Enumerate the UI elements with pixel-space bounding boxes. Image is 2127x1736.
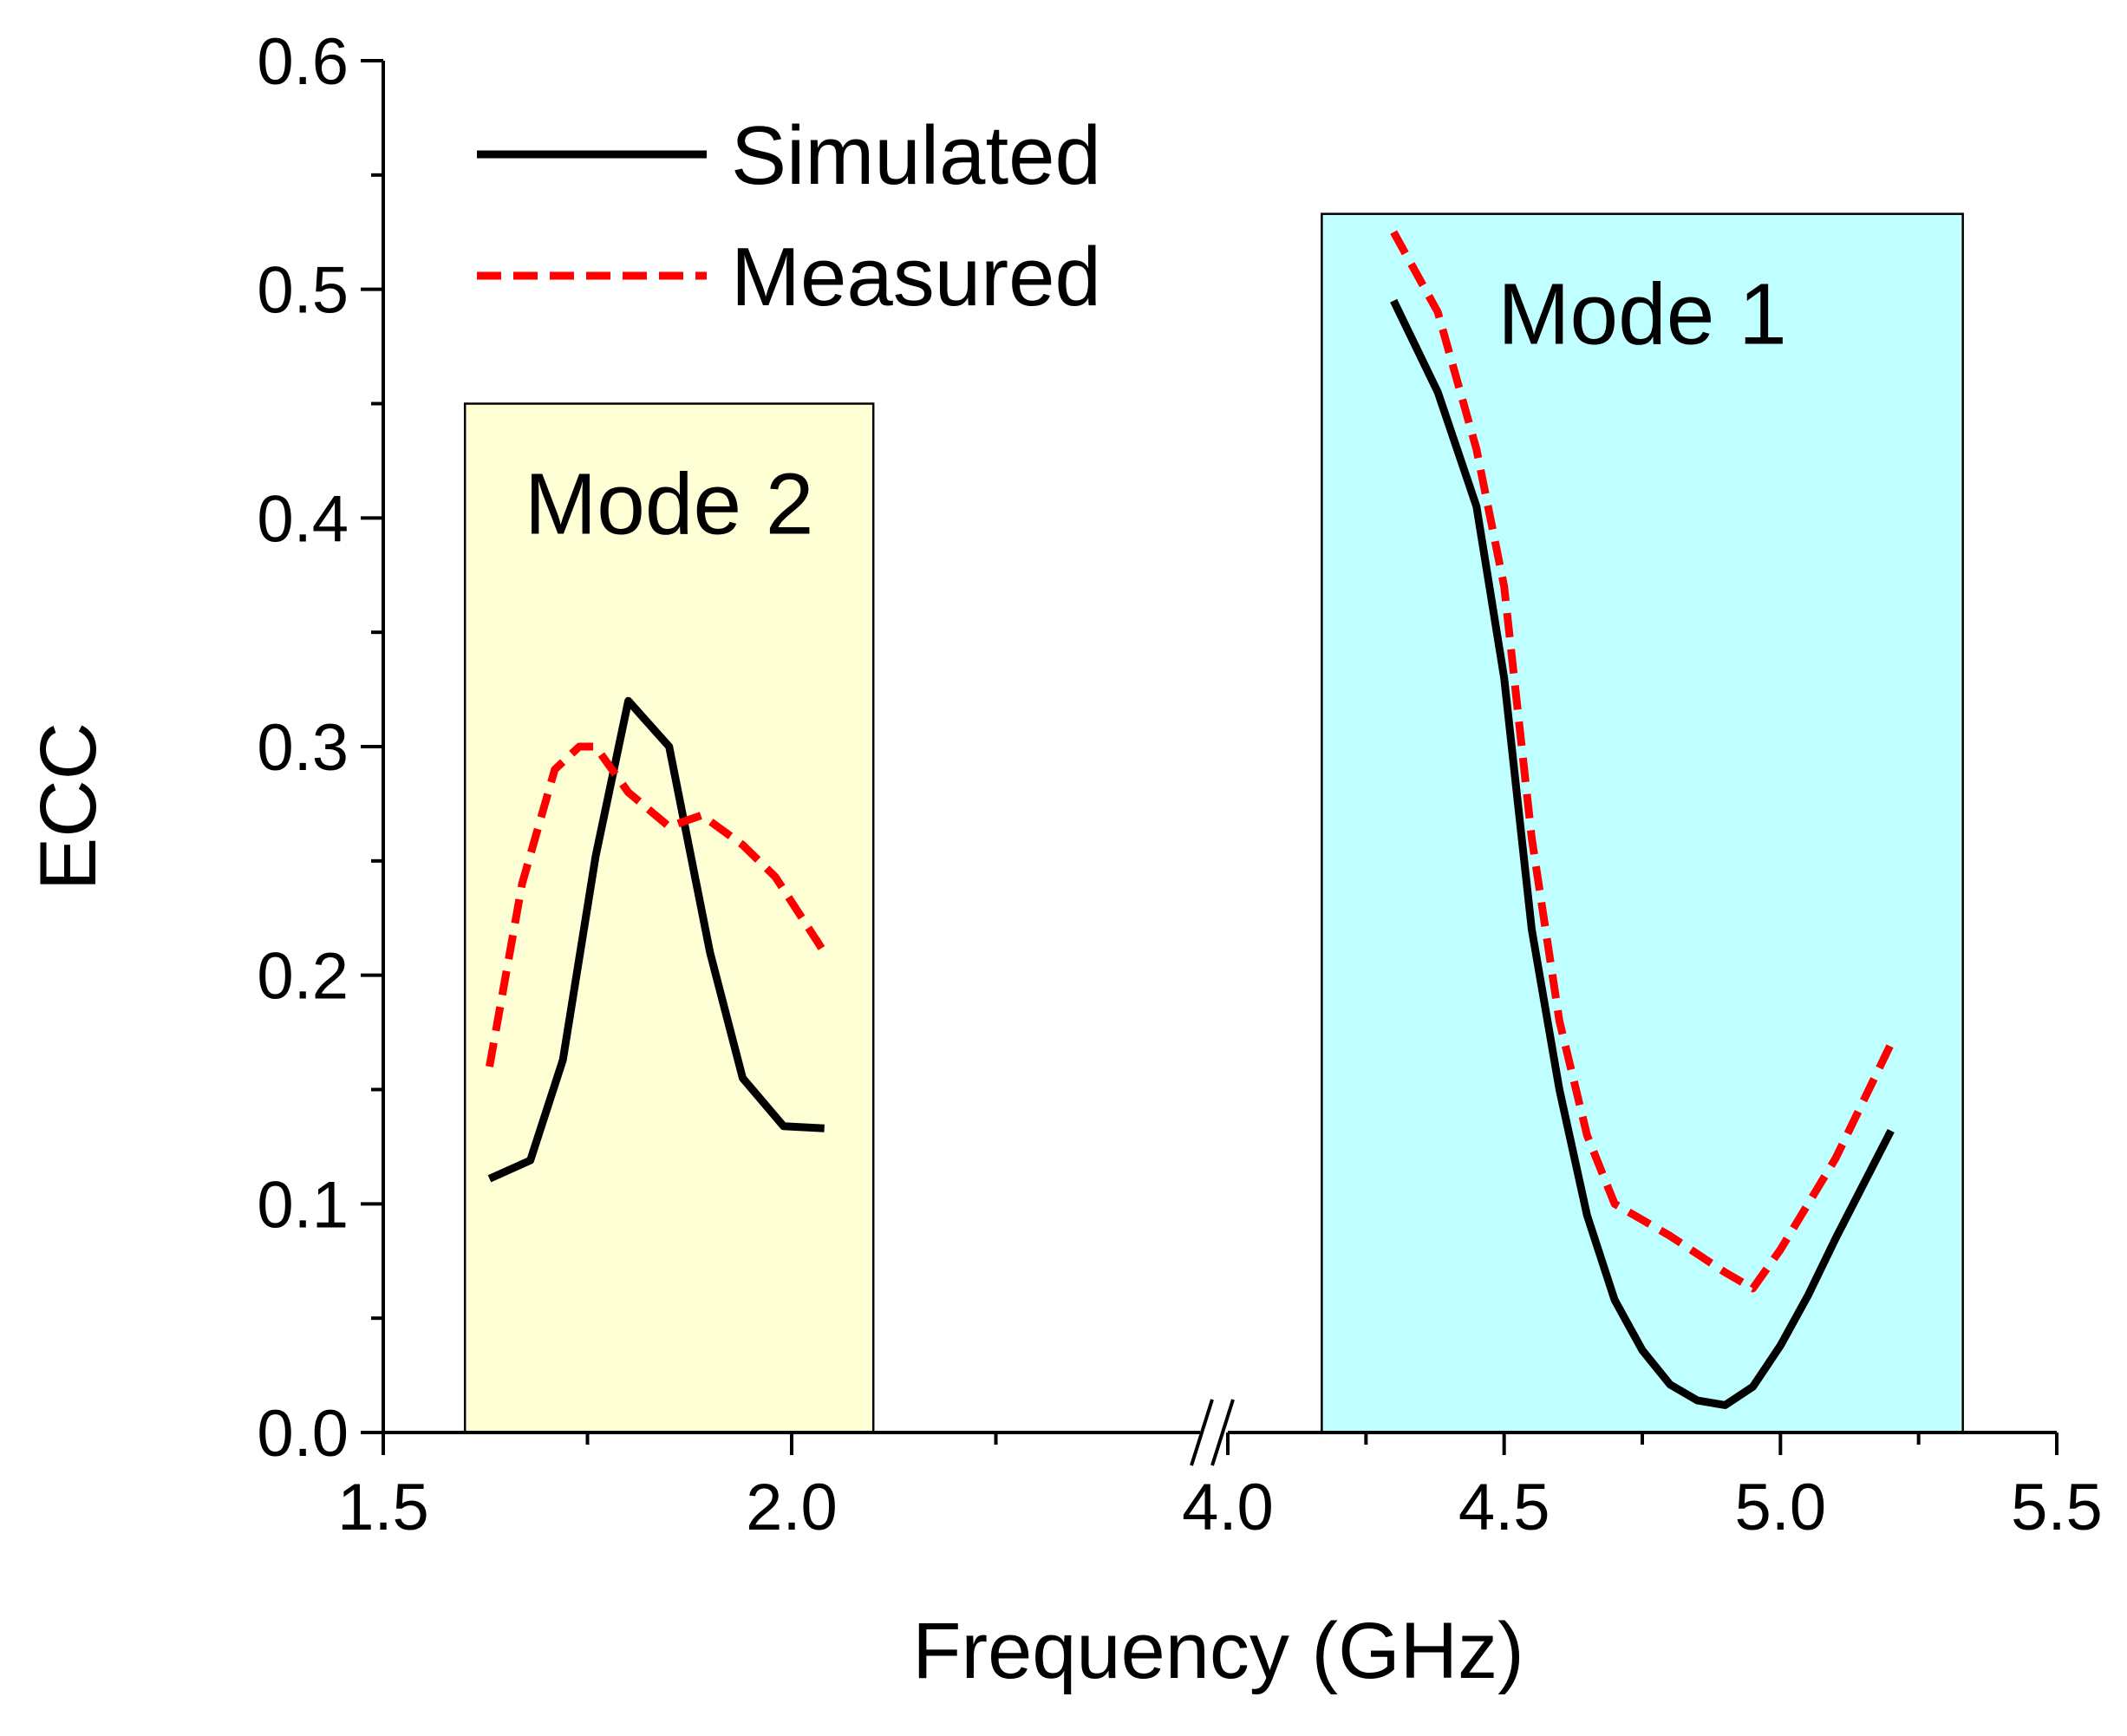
y-tick-label: 0.6 [257,25,349,99]
x-tick-label: 1.5 [337,1471,429,1544]
x-axis-title: Frequency (GHz) [912,1607,1524,1695]
x-tick-label: 4.5 [1458,1471,1550,1544]
y-tick-label: 0.4 [257,482,349,556]
y-tick-label: 0.2 [257,940,349,1014]
x-tick-label: 5.5 [2011,1471,2103,1544]
x-tick-label: 5.0 [1735,1471,1827,1544]
series-lines [486,230,1895,1409]
series-measured-line-2 [1390,230,1895,1293]
axis-break-mark-1 [1190,1399,1214,1466]
y-tick-label: 0.1 [257,1168,349,1242]
axis-break-mark-2 [1210,1399,1235,1466]
mode-label-2: Mode 1 [1497,266,1787,363]
series-measured-line-1 [486,742,828,1067]
y-axis-title: ECC [24,722,113,891]
axes [361,59,2058,1466]
series-simulated-line-2 [1390,298,1895,1409]
y-tick-label: 0.5 [257,254,349,328]
legend-measured-label: Measured [731,231,1101,323]
legend-simulated-label: Simulated [731,109,1101,202]
series-simulated-line-1 [487,696,825,1183]
legend: Simulated Measured [477,109,1101,323]
mode-region-2 [1321,212,1964,1434]
y-tick-label: 0.0 [257,1397,349,1471]
mode-regions: Mode 2 Mode 1 [463,212,1964,1434]
mode-label-1: Mode 2 [525,456,814,553]
x-tick-label: 2.0 [746,1471,838,1544]
mode-region-1 [463,402,875,1434]
y-tick-label: 0.3 [257,711,349,785]
tick-labels: 0.0 0.1 0.2 0.3 0.4 0.5 0.6 1.5 2.0 4.0 4.5 5.0 5.5 [257,25,2102,1544]
x-tick-label: 4.0 [1182,1471,1274,1544]
